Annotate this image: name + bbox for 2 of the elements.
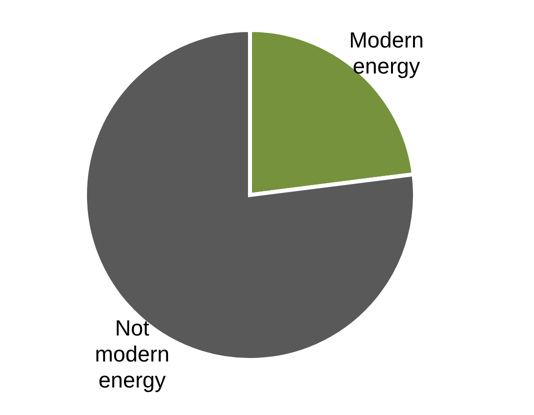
slice-label: Not modern energy [94, 316, 170, 393]
slice-label: Modern energy [349, 27, 424, 78]
